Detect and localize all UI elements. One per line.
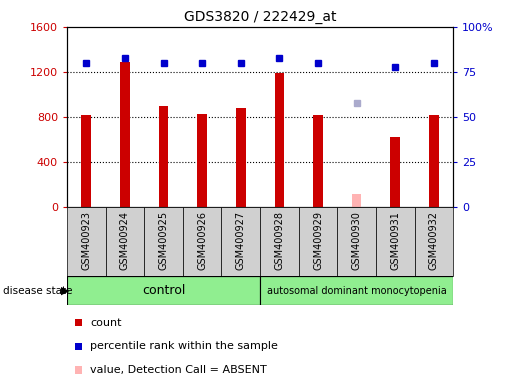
Text: percentile rank within the sample: percentile rank within the sample xyxy=(90,341,278,351)
Bar xyxy=(221,207,260,276)
Bar xyxy=(313,115,323,207)
Text: GSM400932: GSM400932 xyxy=(429,211,439,270)
Text: GSM400931: GSM400931 xyxy=(390,211,400,270)
Bar xyxy=(183,207,221,276)
Text: GSM400928: GSM400928 xyxy=(274,211,284,270)
Bar xyxy=(120,62,130,207)
Bar xyxy=(429,115,439,207)
Bar xyxy=(352,194,362,207)
Text: GSM400929: GSM400929 xyxy=(313,211,323,270)
Bar xyxy=(67,276,260,305)
Text: disease state: disease state xyxy=(3,286,72,296)
Bar xyxy=(159,106,168,207)
Bar xyxy=(236,108,246,207)
Bar xyxy=(376,207,415,276)
Text: autosomal dominant monocytopenia: autosomal dominant monocytopenia xyxy=(267,286,447,296)
Text: GSM400930: GSM400930 xyxy=(352,211,362,270)
Text: GSM400925: GSM400925 xyxy=(159,211,168,270)
Text: count: count xyxy=(90,318,122,328)
Bar xyxy=(299,207,337,276)
Bar xyxy=(390,137,400,207)
Bar xyxy=(337,207,376,276)
Bar xyxy=(260,276,453,305)
Title: GDS3820 / 222429_at: GDS3820 / 222429_at xyxy=(184,10,336,25)
Text: GSM400926: GSM400926 xyxy=(197,211,207,270)
Bar xyxy=(81,115,91,207)
Text: GSM400924: GSM400924 xyxy=(120,211,130,270)
Text: control: control xyxy=(142,285,185,297)
Bar xyxy=(260,207,299,276)
Text: GSM400927: GSM400927 xyxy=(236,211,246,270)
Bar xyxy=(274,73,284,207)
Bar xyxy=(67,207,106,276)
Bar xyxy=(144,207,183,276)
Text: ▶: ▶ xyxy=(61,286,70,296)
Text: GSM400923: GSM400923 xyxy=(81,211,91,270)
Bar xyxy=(106,207,144,276)
Bar xyxy=(415,207,453,276)
Text: value, Detection Call = ABSENT: value, Detection Call = ABSENT xyxy=(90,365,267,375)
Bar xyxy=(197,114,207,207)
